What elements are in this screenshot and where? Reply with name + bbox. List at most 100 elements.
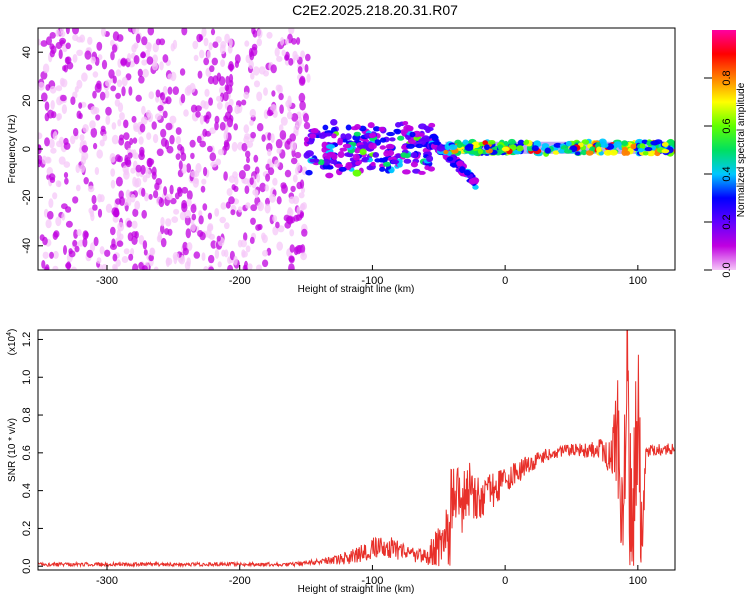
- heatmap-cell: [400, 152, 408, 158]
- heatmap-cell: [215, 36, 222, 43]
- heatmap-cell: [55, 41, 63, 50]
- heatmap-cell: [110, 179, 116, 189]
- heatmap-cell: [90, 242, 96, 252]
- heatmap-cell: [223, 115, 229, 122]
- heatmap-cell: [100, 28, 107, 37]
- heatmap-cell: [291, 148, 296, 158]
- heatmap-cell: [83, 231, 89, 238]
- heatmap-cell: [121, 76, 128, 87]
- snr-y-tick-label: 1.0: [21, 370, 33, 385]
- heatmap-cell: [601, 142, 609, 148]
- heatmap-cell: [223, 130, 229, 141]
- heatmap-cell: [181, 202, 188, 213]
- heatmap-cell: [201, 252, 206, 261]
- heatmap-cell: [639, 143, 646, 150]
- heatmap-cell: [301, 228, 308, 237]
- heatmap-cell: [87, 36, 93, 45]
- heatmap-cell: [186, 198, 192, 207]
- heatmap-cell: [295, 245, 302, 255]
- heatmap-cell: [637, 148, 644, 153]
- heatmap-cell: [133, 122, 139, 130]
- heatmap-cell: [206, 50, 212, 59]
- heatmap-cell: [165, 122, 173, 131]
- heatmap-cell: [169, 134, 175, 145]
- colorbar-tick-label: 0.8: [721, 70, 733, 85]
- heatmap-cell: [456, 160, 464, 167]
- heatmap-cell: [58, 49, 63, 60]
- heatmap-cell: [497, 144, 504, 150]
- heatmap-cell: [226, 104, 233, 114]
- heatmap-cell: [432, 141, 442, 145]
- heatmap-cell: [193, 54, 199, 62]
- heatmap-cell: [123, 119, 129, 129]
- heatmap-cell: [50, 100, 55, 110]
- heatmap-cell: [394, 128, 402, 135]
- heatmap-cell: [379, 166, 386, 172]
- heatmap-cell: [330, 119, 338, 126]
- heatmap-cell: [249, 51, 255, 61]
- heatmap-cell: [119, 134, 124, 141]
- snr-y-label: SNR (10 * v/v): [7, 418, 18, 482]
- heatmap-cell: [52, 192, 58, 200]
- heatmap-cell: [52, 231, 58, 240]
- heatmap-cell: [119, 233, 124, 240]
- heatmap-cell: [220, 202, 227, 210]
- heatmap-cell: [344, 133, 352, 141]
- heatmap-cell: [72, 196, 79, 204]
- heatmap-x-label: Height of straight line (km): [298, 284, 415, 295]
- heatmap-cell: [92, 90, 97, 99]
- heatmap-cell: [294, 151, 302, 159]
- heatmap-cell: [361, 156, 370, 161]
- heatmap-cell: [48, 138, 55, 149]
- heatmap-cell: [428, 122, 436, 128]
- heatmap-cell: [407, 125, 414, 132]
- heatmap-cell: [661, 142, 669, 147]
- snr-x-tick-label: 0: [502, 575, 508, 587]
- heatmap-cell: [190, 170, 198, 178]
- heatmap-cell: [280, 116, 288, 126]
- heatmap-cell: [621, 140, 628, 147]
- heatmap-cell: [72, 28, 79, 35]
- heatmap-cell: [278, 124, 284, 132]
- heatmap-cell: [642, 151, 649, 156]
- heatmap-cell: [173, 208, 180, 215]
- heatmap-cell: [152, 42, 159, 53]
- heatmap-cell: [250, 131, 256, 139]
- heatmap-cell: [118, 190, 124, 199]
- heatmap-y-tick-label: 40: [21, 46, 33, 58]
- heatmap-cell: [225, 75, 230, 85]
- heatmap-cell: [113, 208, 120, 218]
- heatmap-cell: [331, 133, 337, 139]
- heatmap-cell: [403, 158, 412, 164]
- heatmap-cell: [43, 266, 50, 270]
- heatmap-cell: [256, 264, 262, 270]
- snr-x-label: Height of straight line (km): [298, 584, 415, 595]
- heatmap-cell: [132, 149, 137, 159]
- heatmap-cell: [248, 59, 254, 70]
- heatmap-cell: [278, 93, 284, 101]
- heatmap-cell: [581, 139, 590, 145]
- heatmap-cell: [321, 147, 327, 153]
- snr-y-tick-label: 0.6: [21, 445, 33, 460]
- heatmap-cell: [484, 144, 490, 151]
- heatmap-cell: [621, 146, 629, 152]
- heatmap-cell: [90, 106, 97, 115]
- heatmap-cell: [175, 153, 181, 161]
- heatmap-cell: [272, 215, 278, 223]
- heatmap-cell: [464, 169, 471, 176]
- heatmap-cell: [165, 194, 173, 201]
- heatmap-cell: [337, 139, 343, 146]
- snr-x-tick-label: -200: [229, 575, 251, 587]
- heatmap-cell: [210, 161, 218, 168]
- heatmap-cell: [214, 208, 220, 217]
- snr-y-ticks: 0.0 0.2 0.4 0.6 0.8 1.0 1.2: [21, 332, 43, 574]
- heatmap-cell: [385, 143, 395, 150]
- heatmap-cell: [544, 147, 551, 154]
- heatmap-cell: [75, 184, 81, 192]
- heatmap-cell: [269, 193, 276, 203]
- heatmap-cell: [49, 177, 56, 183]
- heatmap-x-tick-label: 0: [502, 275, 508, 287]
- heatmap-cell: [110, 85, 117, 92]
- heatmap-cell: [99, 246, 105, 255]
- heatmap-cell: [270, 133, 275, 144]
